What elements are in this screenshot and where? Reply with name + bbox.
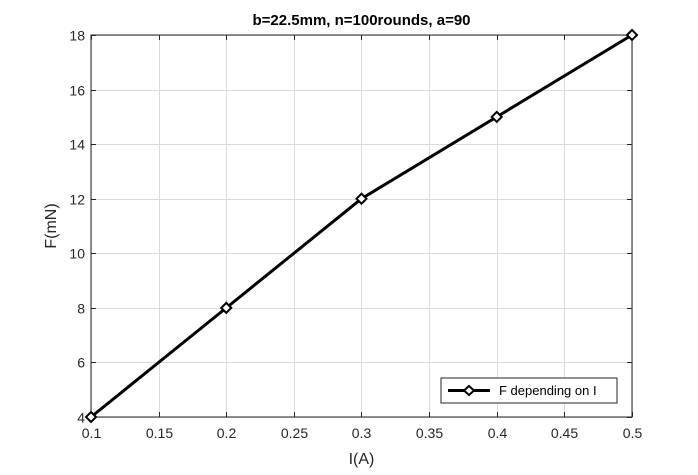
data-point-marker [625,28,639,42]
data-point-marker [219,301,233,315]
y-tick-label: 18 [69,28,85,44]
y-tick-label: 4 [77,410,85,426]
x-tick-label: 0.3 [352,425,372,441]
y-tick-label: 10 [69,246,85,262]
data-point-marker [490,110,504,124]
x-tick-label: 0.25 [281,425,308,441]
data-point-marker [355,192,368,206]
x-tick-labels: 0.1 0.15 0.2 0.25 0.3 0.35 0.4 0.45 0.5 [82,425,643,441]
x-tick-label: 0.5 [623,425,643,441]
x-tick-label: 0.35 [416,425,443,441]
x-tick-label: 0.1 [82,425,102,441]
legend: F depending on I [440,377,618,404]
y-tick-label: 16 [69,83,85,99]
y-tick-label: 14 [69,137,85,153]
x-tick-label: 0.15 [146,425,173,441]
y-axis-label: F(mN) [43,203,60,248]
legend-entry-label: F depending on I [499,383,597,398]
x-tick-label: 0.4 [488,425,508,441]
series-layer [84,28,639,424]
legend-marker-diamond [462,384,476,397]
x-tick-label: 0.2 [217,425,237,441]
chart-title: b=22.5mm, n=100rounds, a=90 [252,12,470,29]
y-tick-label: 6 [77,355,85,371]
y-tick-label: 8 [77,301,85,317]
y-tick-labels: 4 6 8 10 12 14 16 18 [69,28,85,426]
y-tick-label: 12 [69,192,85,208]
data-point-marker [84,410,98,424]
x-axis-label: I(A) [349,451,375,468]
x-tick-label: 0.45 [551,425,578,441]
